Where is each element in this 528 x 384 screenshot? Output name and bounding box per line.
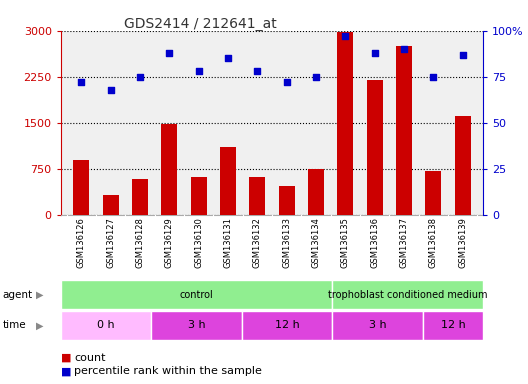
Text: trophoblast conditioned medium: trophoblast conditioned medium [328,290,487,300]
Text: GSM136127: GSM136127 [106,217,115,268]
Text: GSM136135: GSM136135 [341,217,350,268]
Bar [191,177,206,215]
Text: ■: ■ [61,353,71,363]
Text: count: count [74,353,106,363]
Bar [425,171,441,215]
Text: GSM136137: GSM136137 [399,217,409,268]
Text: GSM136136: GSM136136 [370,217,379,268]
Bar [161,124,177,215]
Text: GSM136128: GSM136128 [135,217,145,268]
Text: 12 h: 12 h [275,320,299,331]
Text: 12 h: 12 h [440,320,465,331]
Point [77,79,86,85]
Bar [73,160,89,215]
Point [106,87,115,93]
Text: GSM136129: GSM136129 [165,217,174,268]
Point [282,79,291,85]
Bar [61,280,332,309]
Bar [337,32,353,215]
Text: control: control [180,290,213,300]
Point [341,33,350,39]
Bar [151,311,242,340]
Point [253,68,261,74]
Point [400,46,408,52]
Point [312,74,320,80]
Bar [242,311,332,340]
Point [165,50,174,56]
Bar [249,177,265,215]
Point [224,55,232,61]
Bar [396,46,412,215]
Point [458,51,467,58]
Point [194,68,203,74]
Text: GSM136138: GSM136138 [429,217,438,268]
Bar [61,311,151,340]
Text: 3 h: 3 h [369,320,386,331]
Text: ▶: ▶ [36,320,43,331]
Text: GSM136130: GSM136130 [194,217,203,268]
Text: ▶: ▶ [36,290,43,300]
Text: GSM136134: GSM136134 [312,217,320,268]
Text: GSM136133: GSM136133 [282,217,291,268]
Point [429,74,438,80]
Text: agent: agent [3,290,33,300]
Text: ■: ■ [61,366,71,376]
Point [136,74,144,80]
Bar [308,169,324,215]
Bar [455,116,470,215]
Bar [220,147,236,215]
Text: GDS2414 / 212641_at: GDS2414 / 212641_at [124,17,277,31]
Bar [279,185,295,215]
Text: GSM136132: GSM136132 [253,217,262,268]
Text: GSM136126: GSM136126 [77,217,86,268]
Text: GSM136139: GSM136139 [458,217,467,268]
Bar [366,80,383,215]
Bar [332,311,423,340]
Text: percentile rank within the sample: percentile rank within the sample [74,366,262,376]
Text: GSM136131: GSM136131 [223,217,232,268]
Text: time: time [3,320,26,331]
Bar [423,311,483,340]
Point [370,50,379,56]
Bar [332,280,483,309]
Text: 3 h: 3 h [187,320,205,331]
Bar [132,179,148,215]
Bar [102,195,119,215]
Text: 0 h: 0 h [97,320,115,331]
